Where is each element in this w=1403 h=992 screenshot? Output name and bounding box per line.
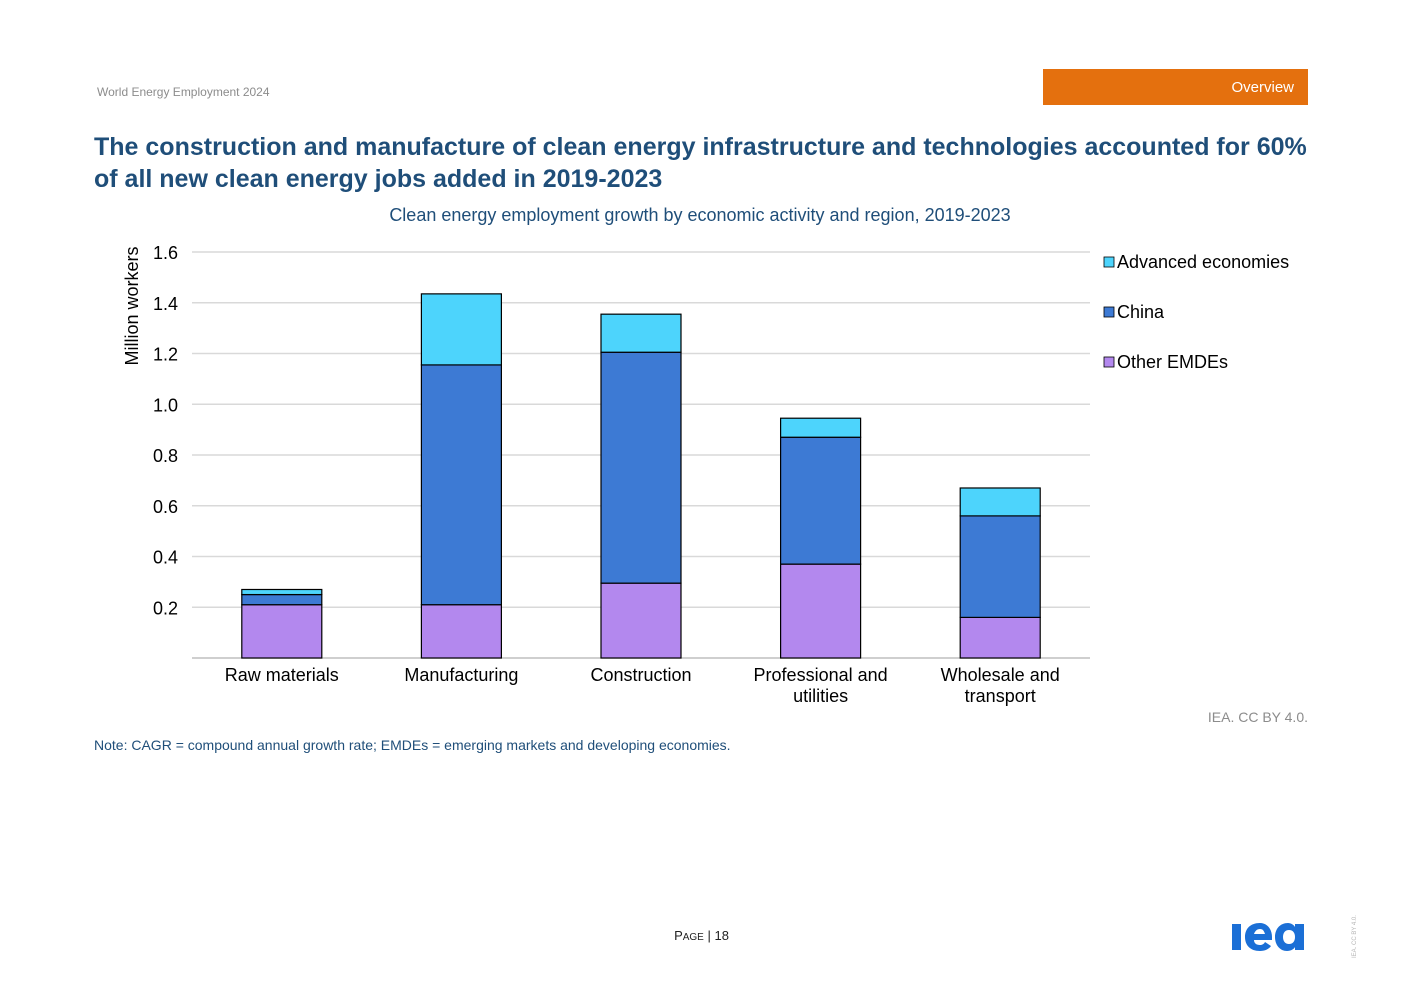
chart-title: Clean energy employment growth by econom… [389, 205, 1011, 225]
y-tick-label: 0.2 [153, 598, 178, 618]
y-axis-label: Million workers [122, 246, 142, 365]
legend-swatch [1103, 356, 1115, 368]
bar-segment [959, 515, 1041, 619]
y-tick-label: 1.2 [153, 345, 178, 365]
bar-segment [241, 604, 323, 659]
bar-segment [420, 604, 502, 659]
x-tick-label: Raw materials [225, 665, 339, 685]
stacked-bar-chart: 0.2 0.4 0.6 0.8 1.0 1.2 1.4 1.6 Million workers R… [122, 243, 1289, 706]
chart-note: Note: CAGR = compound annual growth rate… [94, 737, 731, 753]
legend-label: Advanced economies [1117, 252, 1289, 272]
page-label-first: P [674, 928, 683, 943]
y-tick-label: 0.6 [153, 497, 178, 517]
y-tick-label: 1.0 [153, 395, 178, 415]
page-number: PAGE | 18 [0, 928, 1403, 943]
y-tick-label: 0.4 [153, 548, 178, 568]
bar-segment [241, 588, 323, 596]
bar-segment [779, 417, 862, 438]
iea-logo [1232, 923, 1304, 951]
bar-segment [959, 487, 1041, 517]
bar-segment [779, 436, 862, 565]
page-headline: The construction and manufacture of clea… [94, 133, 1307, 193]
page-number-value: | 18 [707, 928, 729, 943]
bar-segment [420, 293, 502, 366]
x-tick-label: Manufacturing [404, 665, 518, 685]
section-tab[interactable]: Overview [1043, 69, 1308, 105]
section-tab-label: Overview [1231, 78, 1294, 96]
legend-label: China [1117, 302, 1165, 322]
x-tick-label: Construction [590, 665, 691, 685]
bar-segment [600, 582, 682, 659]
legend-swatch [1103, 256, 1115, 268]
bar-segment [420, 364, 502, 606]
credit-line: IEA. CC BY 4.0. [1207, 709, 1308, 725]
bar-segment [779, 563, 862, 659]
y-tick-label: 0.8 [153, 446, 178, 466]
bar-segment [241, 593, 323, 606]
y-tick-label: 1.4 [153, 294, 178, 314]
page-label-rest: AGE [682, 932, 704, 943]
legend-swatch [1103, 306, 1115, 318]
legend-label: Other EMDEs [1117, 352, 1228, 372]
y-tick-label: 1.6 [153, 243, 178, 263]
report-title: World Energy Employment 2024 [97, 85, 270, 99]
x-tick-label: utilities [793, 686, 848, 706]
bar-segment [600, 351, 682, 584]
x-tick-label: transport [965, 686, 1036, 706]
side-credit: IEA. CC BY 4.0. [1352, 915, 1358, 958]
x-tick-label: Professional and [754, 665, 888, 685]
x-tick-label: Wholesale and [941, 665, 1060, 685]
bar-segment [600, 313, 682, 353]
bar-segment [959, 616, 1041, 659]
